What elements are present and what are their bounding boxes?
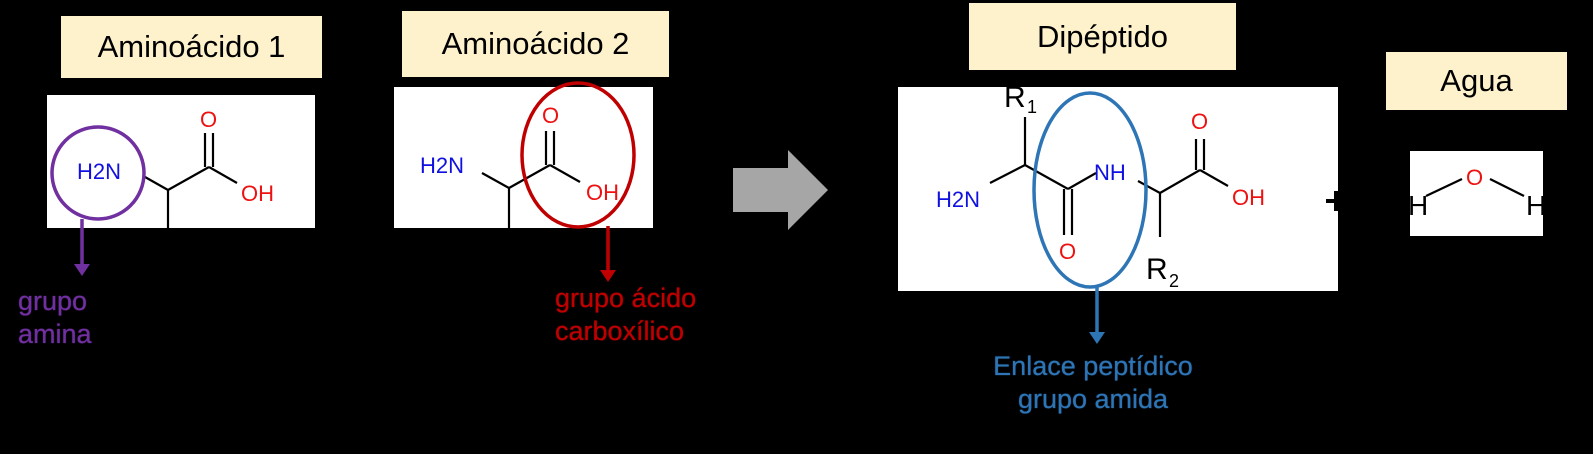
amide-nh: NH <box>1094 160 1126 185</box>
amino-acid-2-skeleton: H2N O OH <box>420 103 619 228</box>
hydrogen-left: H <box>1410 190 1428 221</box>
amino-acid-2-label: Aminoácido 2 <box>402 11 669 77</box>
water-label: Agua <box>1386 52 1567 110</box>
water-structure: H O H <box>1408 151 1546 236</box>
side-chain-r1: R <box>1004 87 1026 114</box>
water-skeleton: H O H <box>1408 165 1546 221</box>
amino-acid-1-skeleton: H2N O OH <box>77 107 274 228</box>
amino-acid-1-structure: H2N O OH <box>47 95 315 228</box>
carboxylic-highlight-ellipse <box>520 81 636 229</box>
amide-oxygen: O <box>1059 239 1076 264</box>
carboxylic-caption-line-1: grupo ácido <box>555 283 697 313</box>
dipeptide-label: Dipéptido <box>969 3 1236 70</box>
carboxylic-caption-line-2: carboxílico <box>555 316 685 346</box>
carboxylic-pointer-arrowhead <box>600 270 616 282</box>
side-chain-r2-subscript: 2 <box>1169 271 1179 291</box>
hydroxyl-oh: OH <box>241 181 274 206</box>
peptide-bond-highlight-ellipse <box>1032 91 1148 289</box>
dipeptide-skeleton: H2N NH O O OH R 1 R 2 <box>936 81 1265 291</box>
reaction-arrow <box>733 150 828 230</box>
amine-h2n: H2N <box>420 153 464 178</box>
amine-h2n: H2N <box>77 159 121 184</box>
carbonyl-oxygen: O <box>1191 109 1208 134</box>
peptide-caption-line-2: grupo amida <box>1017 384 1169 414</box>
peptide-pointer-arrowhead <box>1089 332 1105 344</box>
hydrogen-right: H <box>1526 190 1543 221</box>
amine-caption-line-1: grupo <box>18 286 88 316</box>
hydroxyl-oh: OH <box>1232 185 1265 210</box>
dipeptide-structure: H2N NH O O OH R 1 R 2 <box>898 81 1338 291</box>
carboxylic-group-caption: grupo ácido carboxílico <box>555 282 696 348</box>
plus-sign <box>1326 191 1346 211</box>
amine-group-caption: grupo amina <box>18 285 92 351</box>
hydroxyl-oh: OH <box>586 180 619 205</box>
amine-pointer-arrowhead <box>74 264 90 276</box>
amino-acid-1-label: Aminoácido 1 <box>61 16 322 78</box>
peptide-caption-line-1: Enlace peptídico <box>993 351 1193 381</box>
side-chain-r1-subscript: 1 <box>1027 97 1037 117</box>
carbonyl-oxygen: O <box>200 107 217 132</box>
carbonyl-oxygen: O <box>542 103 559 128</box>
water-oxygen: O <box>1466 165 1483 190</box>
amine-h2n: H2N <box>936 187 980 212</box>
amine-highlight-circle <box>50 125 146 221</box>
amine-caption-line-2: amina <box>18 319 92 349</box>
peptide-bond-caption: Enlace peptídico grupo amida <box>962 350 1224 416</box>
side-chain-r2: R <box>1146 253 1168 286</box>
